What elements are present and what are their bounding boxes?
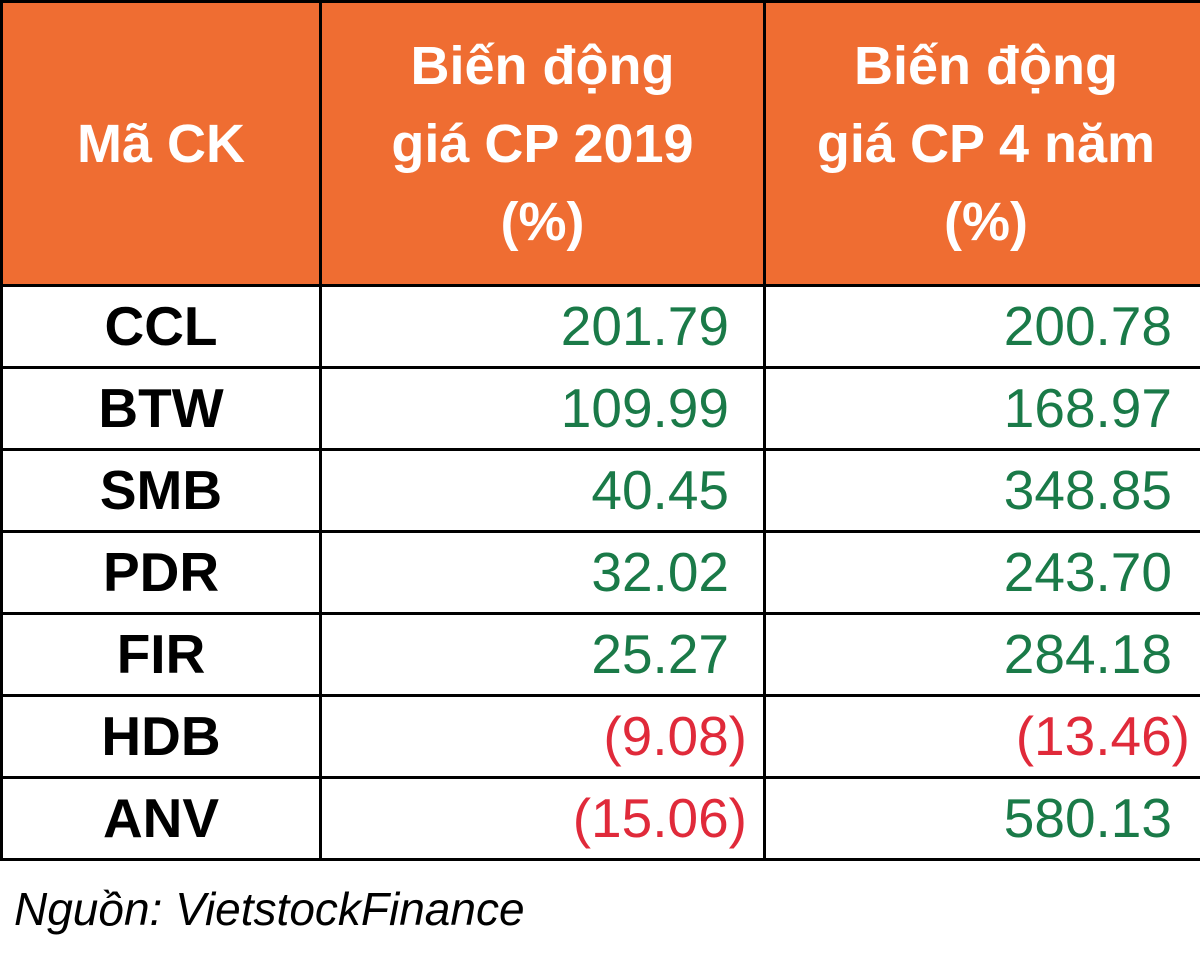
- change-2019-cell: 201.79: [319, 284, 766, 369]
- change-4y-cell: 243.70: [763, 530, 1200, 615]
- stock-code-cell: SMB: [0, 448, 322, 533]
- change-2019-cell: 25.27: [319, 612, 766, 697]
- change-4y-cell: (13.46): [763, 694, 1200, 779]
- header-change-4y-line-2: giá CP 4 năm: [816, 113, 1156, 174]
- header-stock-code-line: Mã CK: [76, 113, 245, 174]
- header-change-4y-line-1: Biến động: [854, 35, 1118, 96]
- header-change-4y-line-3: (%): [944, 191, 1028, 252]
- stock-price-table: Mã CK Biến động giá CP 2019 (%) Biến độn…: [0, 0, 1200, 861]
- change-4y-cell: 284.18: [763, 612, 1200, 697]
- header-change-2019: Biến động giá CP 2019 (%): [319, 0, 766, 287]
- table-row: FIR 25.27 284.18: [0, 612, 1200, 697]
- change-2019-cell: 40.45: [319, 448, 766, 533]
- change-4y-cell: 168.97: [763, 366, 1200, 451]
- table-row: PDR 32.02 243.70: [0, 530, 1200, 615]
- stock-code-cell: CCL: [0, 284, 322, 369]
- change-2019-cell: 109.99: [319, 366, 766, 451]
- change-4y-cell: 200.78: [763, 284, 1200, 369]
- source-note: Nguồn: VietstockFinance: [14, 883, 525, 935]
- table-body: CCL 201.79 200.78 BTW 109.99 168.97 SMB …: [0, 284, 1200, 861]
- change-2019-cell: 32.02: [319, 530, 766, 615]
- table-row: BTW 109.99 168.97: [0, 366, 1200, 451]
- change-2019-cell: (15.06): [319, 776, 766, 861]
- change-2019-cell: (9.08): [319, 694, 766, 779]
- header-change-2019-line-2: giá CP 2019: [391, 113, 694, 174]
- header-change-2019-line-3: (%): [500, 191, 585, 252]
- header-row: Mã CK Biến động giá CP 2019 (%) Biến độn…: [0, 0, 1200, 287]
- header-change-2019-line-1: Biến động: [410, 35, 675, 96]
- stock-code-cell: FIR: [0, 612, 322, 697]
- table-row: CCL 201.79 200.78: [0, 284, 1200, 369]
- table-row: SMB 40.45 348.85: [0, 448, 1200, 533]
- table-row: ANV (15.06) 580.13: [0, 776, 1200, 861]
- table-row: HDB (9.08) (13.46): [0, 694, 1200, 779]
- change-4y-cell: 580.13: [763, 776, 1200, 861]
- table-header: Mã CK Biến động giá CP 2019 (%) Biến độn…: [0, 0, 1200, 287]
- header-stock-code: Mã CK: [0, 0, 322, 287]
- header-change-4y: Biến động giá CP 4 năm (%): [763, 0, 1200, 287]
- change-4y-cell: 348.85: [763, 448, 1200, 533]
- stock-code-cell: BTW: [0, 366, 322, 451]
- stock-code-cell: ANV: [0, 776, 322, 861]
- stock-code-cell: PDR: [0, 530, 322, 615]
- stock-code-cell: HDB: [0, 694, 322, 779]
